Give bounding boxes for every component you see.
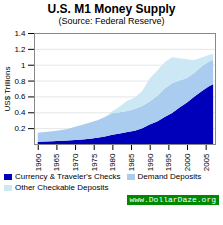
html-text:Currency & Traveler's Checks: Currency & Traveler's Checks	[15, 172, 121, 181]
svg-text:1960: 1960	[34, 153, 43, 171]
svg-text:1.2: 1.2	[14, 45, 26, 54]
svg-text:0.6: 0.6	[14, 92, 26, 101]
svg-text:1.4: 1.4	[14, 29, 26, 38]
svg-text:1975: 1975	[90, 153, 99, 171]
svg-text:1970: 1970	[71, 153, 80, 171]
svg-text:US$ Trillions: US$ Trillions	[3, 67, 12, 112]
svg-text:1995: 1995	[164, 153, 173, 171]
svg-text:0.8: 0.8	[14, 77, 26, 86]
html-text:(Source: Federal Reserve): (Source: Federal Reserve)	[58, 16, 165, 26]
svg-text:1965: 1965	[52, 153, 61, 171]
svg-text:2005: 2005	[202, 153, 211, 171]
svg-text:1985: 1985	[127, 153, 136, 171]
svg-text:1980: 1980	[108, 153, 117, 171]
svg-text:1990: 1990	[146, 153, 155, 171]
html-text:www.DollarDaze.org: www.DollarDaze.org	[129, 195, 216, 204]
svg-text:0.4: 0.4	[14, 108, 26, 117]
svg-text:1: 1	[21, 61, 26, 70]
html-text:Demand Deposits: Demand Deposits	[137, 172, 202, 181]
html-text:U.S. M1 Money Supply: U.S. M1 Money Supply	[47, 2, 176, 16]
svg-text:0.2: 0.2	[14, 124, 26, 133]
svg-text:2000: 2000	[183, 153, 192, 171]
html-text:Other Checkable Deposits: Other Checkable Deposits	[15, 183, 109, 192]
